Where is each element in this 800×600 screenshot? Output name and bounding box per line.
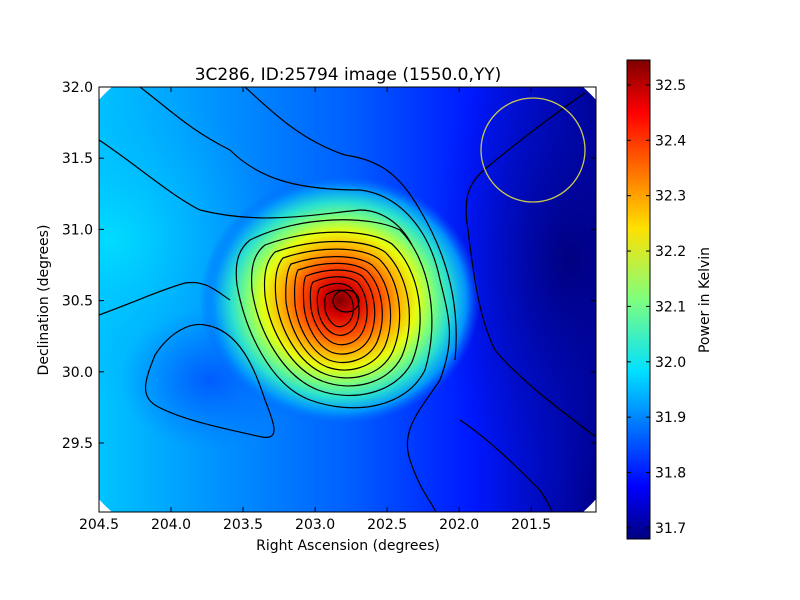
contour-line	[285, 256, 392, 371]
contour-line	[244, 87, 457, 361]
colorbar	[626, 59, 651, 540]
y-axis-label: Declination (degrees)	[36, 225, 52, 376]
colorbar-tick-label: 32.0	[655, 355, 686, 371]
contour-line	[294, 262, 383, 363]
y-tick-label: 30.5	[62, 294, 93, 310]
contour-line	[324, 289, 354, 328]
heatmap-peak	[200, 175, 480, 425]
colorbar-tick-label: 32.3	[655, 189, 686, 205]
y-tick-label: 30.0	[62, 365, 93, 381]
colorbar-ticks: 31.7 31.8 31.9 32.0 32.1 32.2 32.3 32.4 32.5	[627, 78, 686, 537]
contour-lines	[99, 87, 596, 512]
x-tick-label: 202.5	[367, 517, 407, 533]
x-tick-label: 201.5	[511, 517, 551, 533]
contour-line	[316, 282, 360, 336]
colorbar-tick-label: 32.2	[655, 244, 686, 260]
x-axis-label: Right Ascension (degrees)	[256, 538, 440, 554]
contour-line	[250, 231, 421, 397]
x-tick-label: 202.0	[439, 517, 479, 533]
heatmap-plot	[99, 87, 596, 512]
x-tick-label: 204.0	[151, 517, 191, 533]
x-axis-ticks: 204.5 204.0 203.5 203.0 202.5 202.0 201.5	[79, 87, 551, 533]
contour-line	[99, 281, 231, 316]
y-tick-label: 31.5	[62, 151, 93, 167]
contour-line	[459, 419, 553, 512]
beam-circle	[480, 97, 586, 203]
x-tick-label: 203.5	[223, 517, 263, 533]
y-axis-ticks: 29.5 30.0 30.5 31.0 31.5 32.0	[62, 80, 596, 452]
contour-line	[235, 219, 433, 409]
heatmap-right-dark	[430, 87, 596, 500]
contour-line	[309, 276, 368, 346]
contour-line	[332, 289, 360, 313]
x-tick-label: 203.0	[295, 517, 335, 533]
contour-line	[302, 269, 376, 355]
y-tick-label: 32.0	[62, 80, 93, 96]
colorbar-tick-label: 31.7	[655, 521, 686, 537]
colorbar-tick-label: 31.8	[655, 466, 686, 482]
colorbar-label: Power in Kelvin	[697, 247, 713, 353]
y-tick-label: 31.0	[62, 222, 93, 238]
contour-line	[99, 139, 413, 246]
chart-title: 3C286, ID:25794 image (1550.0,YY)	[195, 65, 502, 85]
colorbar-tick-label: 32.5	[655, 78, 686, 94]
contour-line	[139, 87, 451, 512]
contour-line	[465, 92, 596, 438]
plot-frame	[98, 86, 597, 513]
contour-line	[274, 248, 401, 379]
contour-line	[145, 323, 275, 438]
colorbar-tick-label: 31.9	[655, 410, 686, 426]
colorbar-tick-label: 32.4	[655, 133, 686, 149]
y-tick-label: 29.5	[62, 436, 93, 452]
contour-line	[263, 240, 410, 387]
colorbar-tick-label: 32.1	[655, 299, 686, 315]
x-tick-label: 204.5	[79, 517, 119, 533]
